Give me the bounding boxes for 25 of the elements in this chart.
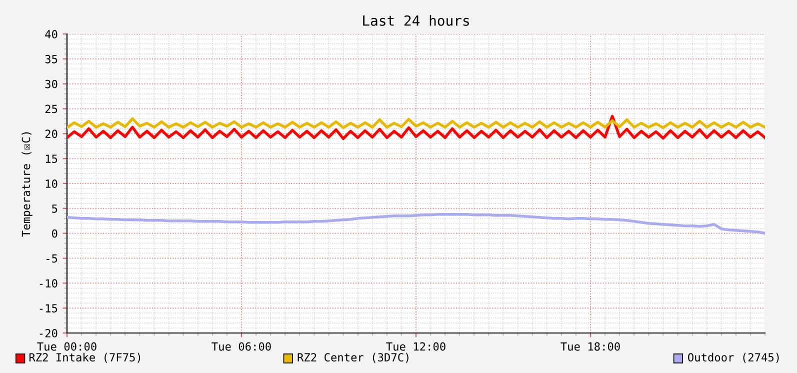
legend-label: Outdoor (2745) <box>688 352 779 363</box>
y-tick-label: 0 <box>52 229 58 238</box>
y-axis-title: Temperature (☒C) <box>22 132 32 237</box>
line-series <box>67 114 765 140</box>
line-series <box>67 117 765 130</box>
y-tick-label: 5 <box>52 204 58 213</box>
x-tick-label: Tue 18:00 <box>560 342 620 351</box>
line-series <box>67 213 765 235</box>
legend-label: RZ2 Intake (7F75) <box>29 352 140 363</box>
y-tick-label: -10 <box>40 279 58 288</box>
y-tick-label: 35 <box>45 54 58 64</box>
y-tick-label: -20 <box>40 329 58 338</box>
y-tick-label: 10 <box>46 180 58 188</box>
x-tick-label: Tue 12:00 <box>386 342 446 351</box>
y-tick-label: -15 <box>40 304 58 312</box>
x-tick-label: Tue 00:00 <box>37 342 96 351</box>
y-tick-label: 25 <box>45 104 58 114</box>
y-tick-label: 15 <box>46 154 58 163</box>
y-tick-label: 30 <box>45 80 58 88</box>
y-tick-label: 40 <box>45 30 58 38</box>
x-tick-label: Tue 06:00 <box>212 342 271 351</box>
y-tick-label: 20 <box>45 130 58 138</box>
legend-label: RZ2 Center (3D7C) <box>298 352 408 363</box>
y-tick-label: -5 <box>46 254 58 263</box>
chart-title: Last 24 hours <box>363 15 469 26</box>
